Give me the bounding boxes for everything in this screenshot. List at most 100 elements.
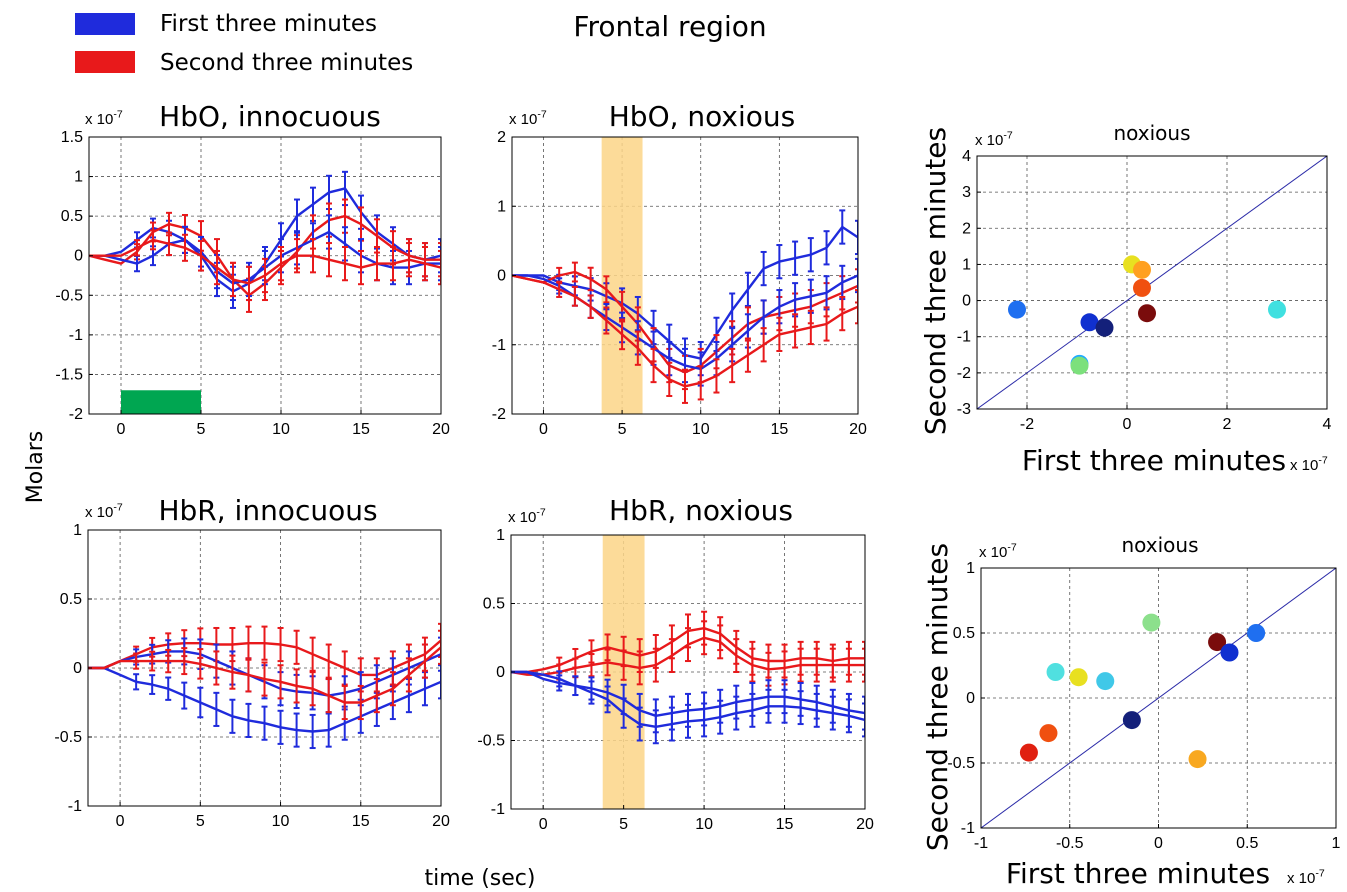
y-tick-label: -3: [957, 401, 971, 418]
y-tick-label: 1: [966, 560, 975, 577]
x-tick-label: 20: [849, 421, 867, 438]
series-group: [88, 622, 441, 750]
legend-label-second: Second three minutes: [160, 50, 413, 76]
scatter-ylabel: Second three minutes: [919, 127, 952, 435]
y-tick-label: 0.5: [483, 596, 505, 613]
axes-frame: [88, 136, 442, 415]
y-tick-label: 1: [962, 256, 971, 273]
y-tick-label: 0.5: [61, 208, 83, 225]
y-tick-label: -1: [491, 801, 505, 818]
series-line: [88, 646, 441, 704]
panel-hbr_noxious: 0 5 10 15 20 -1 -0.5 0 0.5 1 HbR, noxious x 10-7: [477, 494, 874, 833]
y-tick-label: 0.5: [60, 591, 82, 608]
panel-hbo_noxious: 0 5 10 15 20 -2 -1 0 1 2 HbO, noxious x 10-7: [492, 100, 867, 438]
y-tick-label: 0: [962, 293, 971, 310]
y-tick-label: -2: [69, 406, 83, 423]
x-tick-label: 15: [770, 421, 788, 438]
x-tick-label: 0: [539, 421, 548, 438]
panel-title: noxious: [1113, 121, 1190, 145]
scatter-point: [1122, 711, 1141, 730]
y-tick-label: 2: [497, 129, 506, 146]
y-tick-label: -1: [492, 337, 506, 354]
y-exponent-label: x 10-7: [508, 506, 546, 526]
x-tick-label: 20: [856, 816, 874, 833]
series-group: [511, 610, 865, 745]
x-exponent-label: x 10-7: [1290, 454, 1328, 474]
y-tick-label: -0.5: [55, 287, 83, 304]
identity-line: [981, 568, 1336, 828]
x-tick-label: 10: [272, 421, 290, 438]
x-tick-label: 1: [1332, 835, 1341, 852]
panel-title: HbR, innocuous: [158, 494, 377, 527]
y-tick-label: 0: [966, 690, 975, 707]
series-line: [511, 670, 865, 717]
x-tick-label: 5: [196, 813, 205, 830]
scatter-point: [1070, 356, 1089, 375]
scatter-point: [1096, 672, 1115, 691]
y-tick-label: 0.5: [953, 625, 975, 642]
x-tick-label: -0.5: [1056, 835, 1084, 852]
y-tick-label: -0.5: [477, 733, 505, 750]
y-tick-label: 1: [497, 198, 506, 215]
x-tick-label: 4: [1323, 416, 1332, 433]
scatter-point: [1138, 304, 1156, 323]
x-tick-label: 10: [695, 816, 713, 833]
x-tick-label: 20: [432, 813, 450, 830]
x-tick-label: 15: [352, 813, 370, 830]
x-tick-label: 0: [1123, 416, 1132, 433]
series-line: [512, 274, 858, 388]
scatter-point: [1220, 643, 1239, 662]
figure-title: Frontal region: [573, 10, 766, 43]
x-tick-label: -2: [1020, 416, 1034, 433]
panel-title: HbO, innocuous: [159, 100, 381, 133]
scatter-point: [1080, 313, 1099, 332]
scatter-point: [1188, 750, 1207, 769]
y-tick-label: 0: [74, 248, 83, 265]
y-tick-label: -1: [68, 798, 82, 815]
points-group: [981, 568, 1336, 828]
series-group: [512, 209, 858, 404]
stimulus-bar: [121, 390, 201, 414]
scatter-point: [1142, 613, 1161, 632]
y-tick-label: -0.5: [947, 755, 975, 772]
x-tick-label: 15: [776, 816, 794, 833]
scatter-xlabel: First three minutes: [1006, 857, 1270, 890]
x-tick-label: 2: [1223, 416, 1232, 433]
figure-xlabel: time (sec): [425, 866, 536, 891]
y-tick-label: -0.5: [54, 729, 82, 746]
panel-title: HbO, noxious: [609, 100, 796, 133]
x-tick-label: 0: [116, 813, 125, 830]
y-exponent-label: x 10-7: [509, 108, 547, 128]
series-line: [88, 666, 441, 733]
scatter-point: [1019, 743, 1038, 762]
y-tick-label: 0: [496, 664, 505, 681]
scatter-point: [1039, 724, 1058, 743]
scatter-point: [1046, 663, 1065, 681]
series-line: [88, 639, 441, 677]
x-tick-label: 0.5: [1236, 835, 1258, 852]
y-tick-label: 2: [962, 220, 971, 237]
y-exponent-label: x 10-7: [975, 129, 1013, 149]
legend-label-first: First three minutes: [160, 11, 377, 37]
points-group: [977, 156, 1327, 409]
legend-swatch-first: [75, 13, 135, 35]
scatter-point: [1008, 300, 1026, 319]
series-line: [511, 636, 865, 676]
x-tick-label: 10: [692, 421, 710, 438]
x-tick-label: 5: [618, 421, 627, 438]
scatter-point: [1208, 633, 1227, 652]
y-exponent-label: x 10-7: [979, 541, 1017, 561]
legend-swatch-second: [75, 51, 135, 73]
figure-ylabel: Molars: [23, 431, 48, 504]
y-tick-label: 4: [962, 148, 971, 165]
y-tick-label: -1: [69, 327, 83, 344]
panel-hbo_innocuous: 0 5 10 15 20 -2 -1.5 -1 -0.5 0 0.5 1 1.5 HbO, innocuo…: [55, 100, 450, 438]
x-tick-label: 0: [1154, 835, 1163, 852]
x-tick-label: -1: [974, 835, 988, 852]
x-tick-label: 5: [619, 816, 628, 833]
y-tick-label: -1: [961, 820, 975, 837]
x-tick-label: 0: [539, 816, 548, 833]
